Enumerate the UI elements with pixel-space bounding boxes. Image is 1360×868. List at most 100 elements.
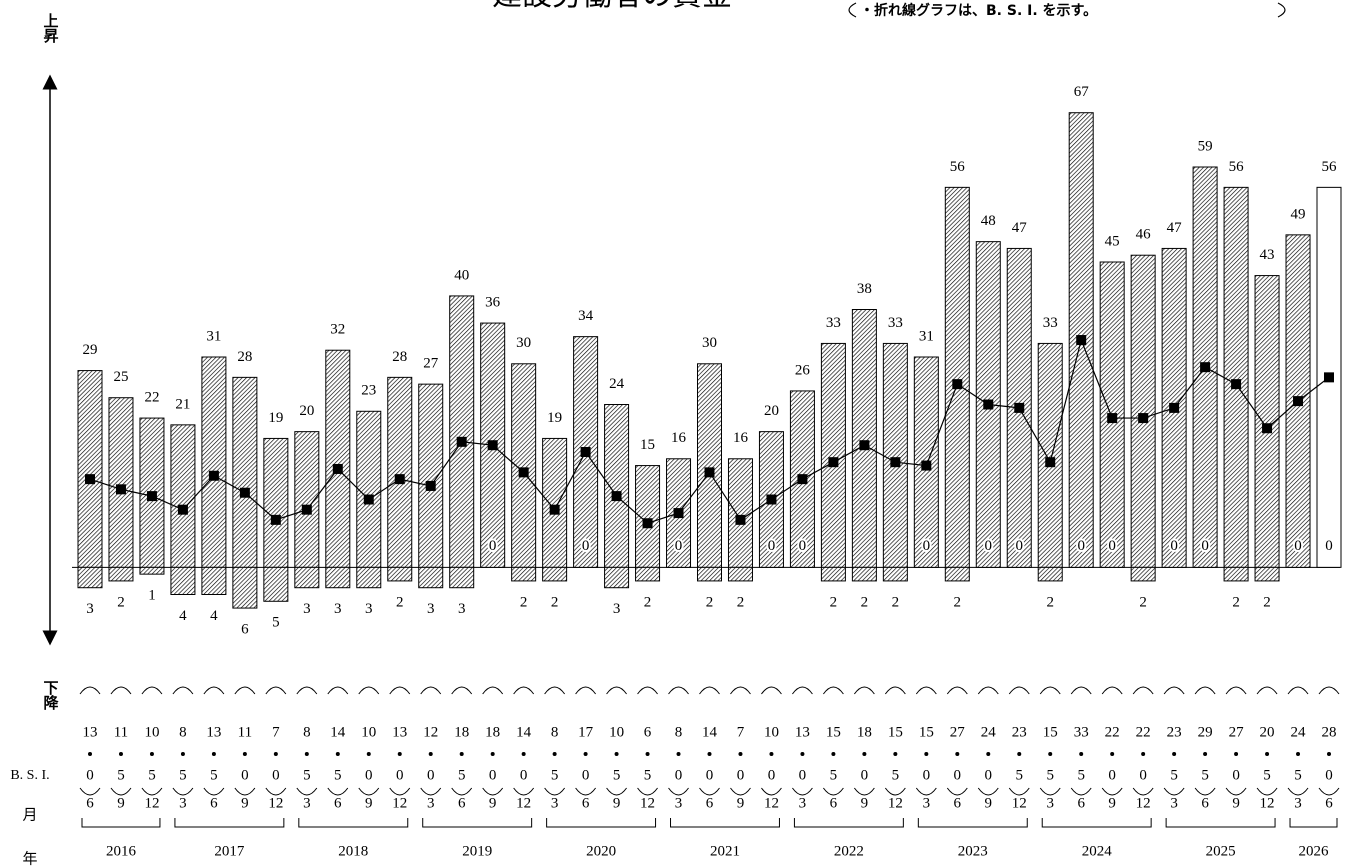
bsi-integer: 8: [179, 724, 187, 740]
up-bar: [77, 370, 103, 568]
year-bracket: [546, 818, 657, 828]
up-bar: [108, 397, 134, 568]
year-row-label: 年: [22, 850, 37, 867]
down-value-label: 0: [1170, 538, 1178, 554]
down-value-label: 2: [1232, 594, 1240, 610]
year-label: 2023: [958, 843, 988, 859]
month-label: 3: [675, 795, 683, 811]
down-bar: [542, 566, 568, 582]
down-value-label: 1: [148, 588, 156, 604]
up-value-label: 31: [206, 328, 221, 344]
bsi-integer: 15: [826, 724, 841, 740]
bsi-marker: [1169, 402, 1180, 413]
bsi-marker: [921, 460, 932, 471]
down-bar: [604, 566, 630, 589]
down-value-label: 0: [675, 538, 683, 554]
bsi-integer: 29: [1198, 724, 1213, 740]
down-value-label: 0: [582, 538, 590, 554]
down-bar: [201, 566, 227, 595]
arc-bottom: [1163, 787, 1185, 796]
bsi-marker: [704, 467, 715, 478]
bsi-marker: [332, 463, 343, 474]
bsi-decimal: 0: [272, 767, 280, 783]
arc-bottom: [1008, 787, 1030, 796]
up-value-label: 26: [795, 362, 811, 378]
arc-top: [977, 686, 999, 695]
month-row-label: 月: [22, 807, 37, 823]
arc-bottom: [792, 787, 813, 796]
month-label: 6: [334, 795, 342, 811]
bsi-integer: 14: [702, 724, 718, 740]
down-value-label: 6: [241, 622, 249, 638]
bsi-integer: 8: [303, 724, 311, 740]
bsi-integer: 17: [578, 724, 594, 740]
bsi-marker: [301, 504, 312, 515]
up-bar: [1130, 254, 1156, 568]
note: ・折れ線グラフは、B. S. I. を示す。: [860, 2, 1097, 19]
bsi-marker: [85, 474, 95, 485]
bsi-marker: [487, 440, 498, 451]
down-bar: [851, 566, 877, 582]
bsi-integer: 33: [1074, 724, 1089, 740]
bsi-integer: 8: [551, 724, 559, 740]
up-bar: [511, 363, 537, 568]
down-bar: [294, 566, 320, 589]
down-value-label: 0: [1108, 538, 1116, 554]
arc-top: [1132, 686, 1154, 695]
down-value-label: 0: [1016, 538, 1024, 554]
bsi-decimal: 5: [303, 767, 311, 783]
bsi-dot: [366, 752, 371, 756]
year-label: 2016: [106, 843, 137, 859]
arc-top: [946, 686, 968, 695]
arc-top: [296, 686, 318, 695]
down-bar: [449, 566, 475, 589]
up-value-label: 20: [299, 403, 314, 419]
up-value-label: 43: [1260, 247, 1275, 263]
down-value-label: 5: [272, 615, 280, 631]
down-bar: [232, 566, 258, 609]
bsi-dot: [180, 752, 185, 756]
up-bar: [851, 309, 877, 568]
up-bar: [418, 383, 444, 568]
month-label: 6: [1201, 795, 1209, 811]
bsi-dot: [459, 752, 464, 756]
bsi-decimal: 0: [954, 767, 962, 783]
arc-bottom: [1318, 787, 1340, 796]
bsi-decimal: 5: [1263, 767, 1271, 783]
down-value-label: 2: [737, 594, 745, 610]
bsi-integer: 27: [1229, 724, 1245, 740]
month-label: 12: [144, 795, 159, 811]
up-bar: [944, 186, 970, 568]
bsi-integer: 20: [1260, 724, 1275, 740]
month-label: 9: [117, 795, 125, 811]
year-bracket: [174, 818, 285, 828]
month-label: 12: [1012, 795, 1027, 811]
down-value-label: 3: [365, 601, 373, 617]
arc-bottom: [451, 787, 473, 796]
arc-bottom: [822, 787, 844, 796]
bsi-dot: [1234, 752, 1239, 756]
down-value-label: 2: [892, 594, 900, 610]
bsi-integer: 13: [83, 724, 98, 740]
down-value-label: 0: [1325, 538, 1333, 554]
bsi-marker: [642, 518, 653, 529]
year-bracket: [670, 818, 780, 828]
arc-bottom: [1070, 787, 1092, 796]
bsi-marker: [1231, 379, 1242, 390]
arc-top: [761, 686, 782, 695]
bsi-decimal: 0: [985, 767, 993, 783]
bsi-integer: 12: [423, 724, 438, 740]
month-label: 9: [365, 795, 373, 811]
arc-bottom: [699, 787, 720, 796]
up-value-label: 34: [578, 308, 594, 324]
bsi-decimal: 0: [861, 767, 869, 783]
bsi-marker: [952, 379, 963, 390]
arc-bottom: [915, 787, 937, 796]
up-bar: [882, 342, 908, 568]
arc-bottom: [1101, 787, 1123, 796]
arc-bottom: [327, 787, 349, 796]
bsi-integer: 15: [919, 724, 934, 740]
arc-bottom: [513, 787, 535, 796]
bsi-decimal: 0: [1325, 767, 1333, 783]
year-bracket: [422, 818, 533, 828]
